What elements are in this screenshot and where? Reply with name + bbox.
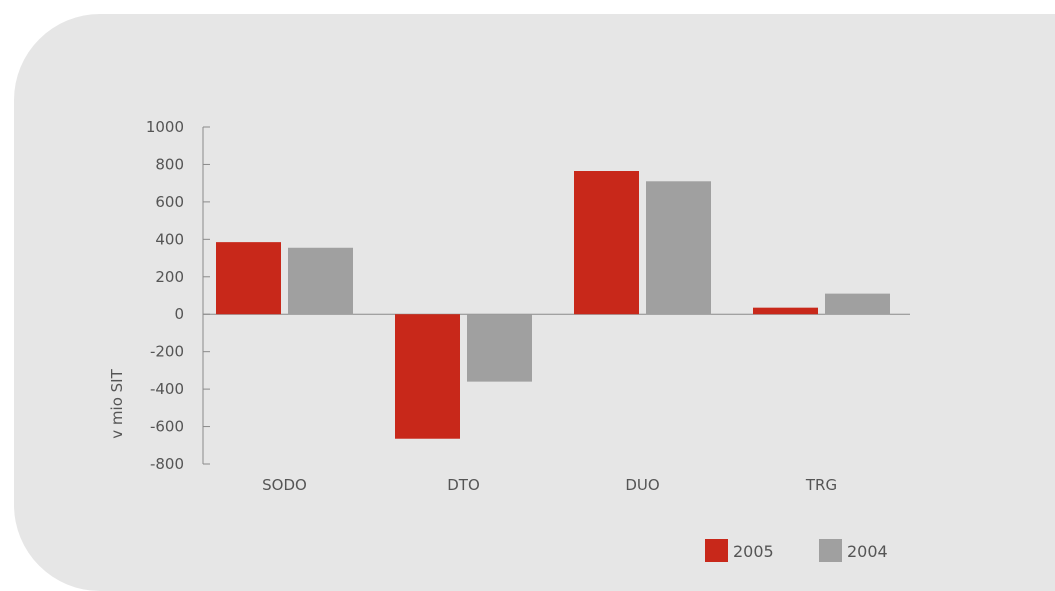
y-tick-label: -600 bbox=[150, 418, 184, 436]
y-tick-label: 0 bbox=[174, 305, 184, 323]
bar-duo-2005 bbox=[574, 170, 639, 315]
bar-duo-2004 bbox=[646, 181, 711, 315]
y-tick-label: -400 bbox=[150, 380, 184, 398]
bar-dto-2005 bbox=[395, 314, 460, 439]
category-label: DUO bbox=[625, 476, 659, 494]
category-label: TRG bbox=[805, 476, 837, 494]
y-tick-label: 400 bbox=[155, 230, 184, 248]
category-labels: SODO DTO DUO TRG bbox=[262, 476, 837, 494]
legend-swatch-2004 bbox=[819, 539, 842, 562]
y-tick-label: 1000 bbox=[146, 118, 184, 136]
category-label: SODO bbox=[262, 476, 307, 494]
y-tick-label: 600 bbox=[155, 193, 184, 211]
legend: 2005 2004 bbox=[705, 539, 888, 562]
bar-trg-2005 bbox=[753, 307, 818, 315]
y-tick-label: 800 bbox=[155, 155, 184, 173]
legend-label-2004: 2004 bbox=[847, 542, 888, 561]
y-tick-label: 200 bbox=[155, 268, 184, 286]
bars bbox=[216, 170, 890, 439]
bar-dto-2004 bbox=[467, 314, 532, 382]
legend-swatch-2005 bbox=[705, 539, 728, 562]
bar-sodo-2005 bbox=[216, 242, 281, 315]
y-tick-label: -200 bbox=[150, 343, 184, 361]
y-axis-ticks: 1000 800 600 400 200 0 -200 -400 -600 -800 bbox=[146, 118, 210, 473]
y-axis-label: v mio SIT bbox=[108, 368, 126, 438]
category-label: DTO bbox=[447, 476, 480, 494]
bar-trg-2004 bbox=[825, 293, 890, 315]
y-tick-label: -800 bbox=[150, 455, 184, 473]
legend-label-2005: 2005 bbox=[733, 542, 774, 561]
bar-sodo-2004 bbox=[288, 247, 353, 315]
